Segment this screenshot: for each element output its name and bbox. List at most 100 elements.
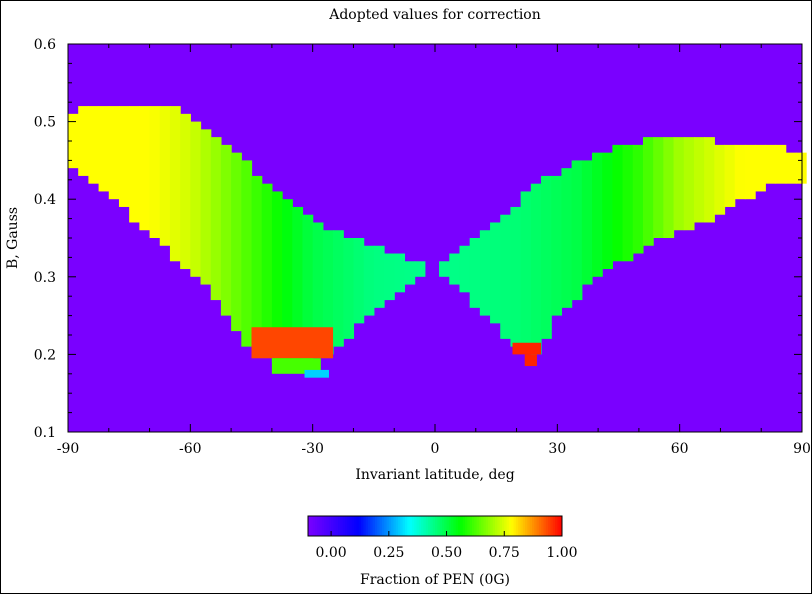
heatmap-cell (384, 253, 395, 301)
colorbar-swatch (321, 516, 325, 536)
heatmap-cell (683, 137, 695, 231)
colorbar-swatch (499, 516, 503, 536)
colorbar-swatch (444, 516, 448, 536)
colorbar-swatch (388, 516, 392, 536)
colorbar-swatch (455, 516, 459, 536)
colorbar-swatch (511, 516, 515, 536)
colorbar-swatch (488, 516, 491, 536)
heatmap-cell (139, 106, 151, 231)
heatmap-cell (795, 152, 807, 184)
heatmap-cell (561, 168, 573, 308)
heatmap-cell (414, 261, 426, 277)
heatmap-cell (302, 214, 314, 363)
x-tick-label: -60 (179, 441, 202, 457)
colorbar-swatch (485, 516, 489, 536)
x-tick-label: 90 (793, 441, 811, 457)
colorbar: 0.00 0.25 0.50 0.75 1.00 (307, 515, 578, 561)
colorbar-swatch (448, 516, 452, 536)
heatmap-cell (439, 261, 450, 277)
heatmap-cell (734, 144, 746, 200)
heatmap-cell (541, 175, 552, 339)
colorbar-tick-label: 0.25 (373, 545, 404, 561)
x-tick-label: 30 (548, 441, 566, 457)
heatmap-cell (449, 253, 461, 285)
heatmap-cell (591, 152, 603, 277)
colorbar-swatch (469, 516, 473, 536)
colorbar-swatch (527, 516, 531, 536)
colorbar-swatch (465, 516, 468, 536)
colorbar-swatch (428, 516, 431, 536)
colorbar-swatch (377, 516, 381, 536)
heatmap-hotspot (251, 327, 334, 359)
heatmap-cell (108, 106, 120, 200)
colorbar-swatch (391, 516, 394, 536)
colorbar-swatch (538, 516, 542, 536)
colorbar-swatch (529, 516, 533, 536)
colorbar-swatch (409, 516, 413, 536)
heatmap-hotspot (304, 369, 329, 378)
colorbar-swatch (462, 516, 466, 536)
colorbar-swatch (342, 516, 346, 536)
heatmap-cell (602, 152, 613, 270)
x-tick-label: 60 (671, 441, 689, 457)
colorbar-swatch (541, 516, 545, 536)
heatmap-cell (98, 106, 110, 192)
colorbar-swatch (548, 516, 551, 536)
colorbar-swatch (354, 516, 357, 536)
colorbar-swatch (432, 516, 436, 536)
heatmap-cell (190, 121, 202, 277)
heatmap-cell (159, 106, 171, 246)
colorbar-swatch (402, 516, 406, 536)
colorbar-swatch (398, 516, 401, 536)
heatmap-cell (530, 183, 542, 355)
heatmap-cell (271, 191, 283, 363)
heatmap-cell (581, 160, 593, 285)
heatmap-cell (571, 160, 583, 301)
chart-title: Adopted values for correction (328, 7, 541, 23)
colorbar-swatch (557, 516, 561, 536)
colorbar-swatch (518, 516, 521, 536)
colorbar-swatch (351, 516, 355, 536)
colorbar-swatch (314, 516, 318, 536)
colorbar-swatch (508, 516, 512, 536)
heatmap-cell (714, 144, 726, 215)
colorbar-swatch (365, 516, 369, 536)
heatmap-cell (373, 245, 385, 308)
heatmap-cell (251, 175, 263, 355)
colorbar-swatch (543, 516, 547, 536)
colorbar-swatch (333, 516, 337, 536)
colorbar-swatch (384, 516, 388, 536)
heatmap-cell (642, 137, 654, 246)
colorbar-swatch (349, 516, 353, 536)
colorbar-swatch (423, 516, 427, 536)
y-tick-label: 0.2 (34, 347, 56, 363)
colorbar-swatch (446, 516, 450, 536)
colorbar-swatch (414, 516, 418, 536)
x-tick-label: -30 (301, 441, 324, 457)
colorbar-swatch (312, 516, 316, 536)
y-axis-label: B, Gauss (5, 207, 21, 269)
colorbar-swatch (328, 516, 332, 536)
colorbar-swatch (506, 516, 510, 536)
colorbar-swatch (374, 516, 378, 536)
y-tick-label: 0.4 (34, 192, 56, 208)
colorbar-swatch (363, 516, 367, 536)
colorbar-swatch (531, 516, 535, 536)
heatmap-cell (404, 261, 416, 285)
heatmap-cell (333, 230, 344, 347)
colorbar-swatch (344, 516, 348, 536)
colorbar-swatch (458, 516, 461, 536)
colorbar-swatch (536, 516, 540, 536)
colorbar-swatch (370, 516, 374, 536)
heatmap-cell (220, 144, 232, 316)
colorbar-swatch (335, 516, 339, 536)
heatmap-cell (785, 152, 797, 184)
colorbar-swatch (435, 516, 438, 536)
colorbar-swatch (400, 516, 404, 536)
heatmap-cell (343, 238, 355, 339)
colorbar-swatch (471, 516, 475, 536)
colorbar-swatch (395, 516, 399, 536)
colorbar-tick-label: 0.00 (316, 545, 347, 561)
heatmap-cell (68, 113, 79, 169)
heatmap-cell (169, 106, 181, 262)
